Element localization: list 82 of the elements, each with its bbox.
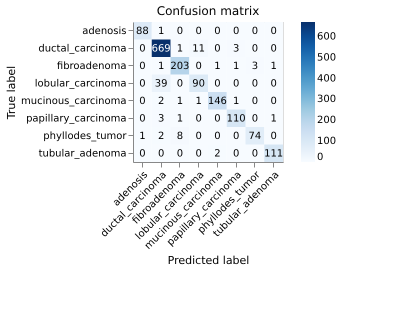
chart-title: Confusion matrix: [156, 4, 260, 18]
y-tick-label: papillary_carcinoma: [26, 113, 126, 124]
data-label: 0: [195, 130, 202, 142]
data-label: 1: [232, 96, 240, 107]
data-label: 39: [154, 78, 168, 90]
data-label: 1: [158, 26, 164, 37]
data-label: 0: [139, 148, 146, 160]
data-label: 0: [176, 26, 184, 37]
color-bar-label: 400: [317, 73, 336, 84]
data-label: 0: [252, 43, 258, 54]
y-tick-label: tubular_adenoma: [38, 148, 126, 160]
data-label: 0: [270, 26, 277, 37]
data-label: 146: [208, 96, 227, 107]
data-label: 1: [176, 43, 184, 54]
data-label: 0: [214, 26, 221, 37]
data-label: 1: [270, 113, 277, 124]
color-bar-label: 0: [317, 152, 324, 163]
data-label: 0: [214, 78, 221, 90]
color-bar-label: 100: [317, 136, 336, 148]
y-axis-title: True label: [5, 66, 18, 120]
data-label: 0: [139, 96, 146, 107]
data-label: 0: [214, 130, 221, 142]
data-label: 669: [152, 43, 171, 54]
data-label: 0: [158, 148, 164, 160]
data-label: 111: [264, 148, 284, 160]
data-label: 0: [195, 26, 202, 37]
data-label: 1: [270, 60, 277, 72]
color-bar-label: 300: [317, 94, 336, 106]
y-tick-label: lobular_carcinoma: [34, 78, 126, 90]
data-label: 0: [139, 43, 146, 54]
y-tick-label: fibroadenoma: [56, 60, 126, 72]
data-label: 1: [214, 60, 221, 72]
y-tick-label: adenosis: [82, 26, 126, 37]
color-bar-label: 600: [317, 31, 336, 42]
data-label: 0: [139, 60, 146, 72]
color-bar-label: 500: [317, 52, 336, 64]
data-label: 2: [158, 130, 164, 142]
data-label: 0: [270, 96, 277, 107]
data-label: 1: [158, 60, 164, 72]
data-label: 0: [232, 26, 240, 37]
data-label: 1: [232, 60, 240, 72]
data-label: 0: [252, 26, 258, 37]
data-label: 1: [176, 96, 184, 107]
data-label: 1: [176, 113, 184, 124]
data-label: 110: [226, 113, 246, 124]
data-label: 0: [195, 60, 202, 72]
data-label: 0: [176, 78, 184, 90]
data-label: 11: [192, 43, 205, 54]
data-label: 74: [248, 130, 262, 142]
data-label: 0: [252, 78, 258, 90]
data-label: 8: [176, 130, 184, 142]
data-label: 0: [252, 113, 258, 124]
data-label: 1: [139, 130, 146, 142]
data-label: 203: [170, 60, 190, 72]
data-label: 0: [195, 148, 202, 160]
data-label: 0: [232, 78, 240, 90]
data-label: 88: [136, 26, 149, 37]
data-label: 3: [158, 113, 164, 124]
data-label: 0: [139, 78, 146, 90]
data-label: 0: [270, 43, 277, 54]
y-tick-label: mucinous_carcinoma: [21, 96, 126, 107]
data-label: 0: [252, 148, 258, 160]
data-label: 0: [176, 148, 184, 160]
data-label: 2: [214, 148, 221, 160]
data-label: 0: [195, 113, 202, 124]
data-label: 0: [252, 96, 258, 107]
x-axis-title: Predicted label: [168, 254, 250, 268]
data-label: 3: [232, 43, 240, 54]
data-label: 0: [232, 130, 240, 142]
data-label: 3: [252, 60, 258, 72]
data-label: 0: [270, 78, 277, 90]
data-label: 0: [214, 113, 221, 124]
color-bar-label: 200: [317, 115, 336, 126]
data-label: 0: [232, 148, 240, 160]
data-label: 0: [214, 43, 221, 54]
data-label: 90: [192, 78, 205, 90]
y-tick-label: phyllodes_tumor: [43, 130, 128, 142]
y-tick-label: ductal_carcinoma: [38, 43, 126, 54]
data-label: 2: [158, 96, 164, 107]
data-label: 0: [270, 130, 277, 142]
data-label: 1: [195, 96, 202, 107]
data-label: 0: [139, 113, 146, 124]
